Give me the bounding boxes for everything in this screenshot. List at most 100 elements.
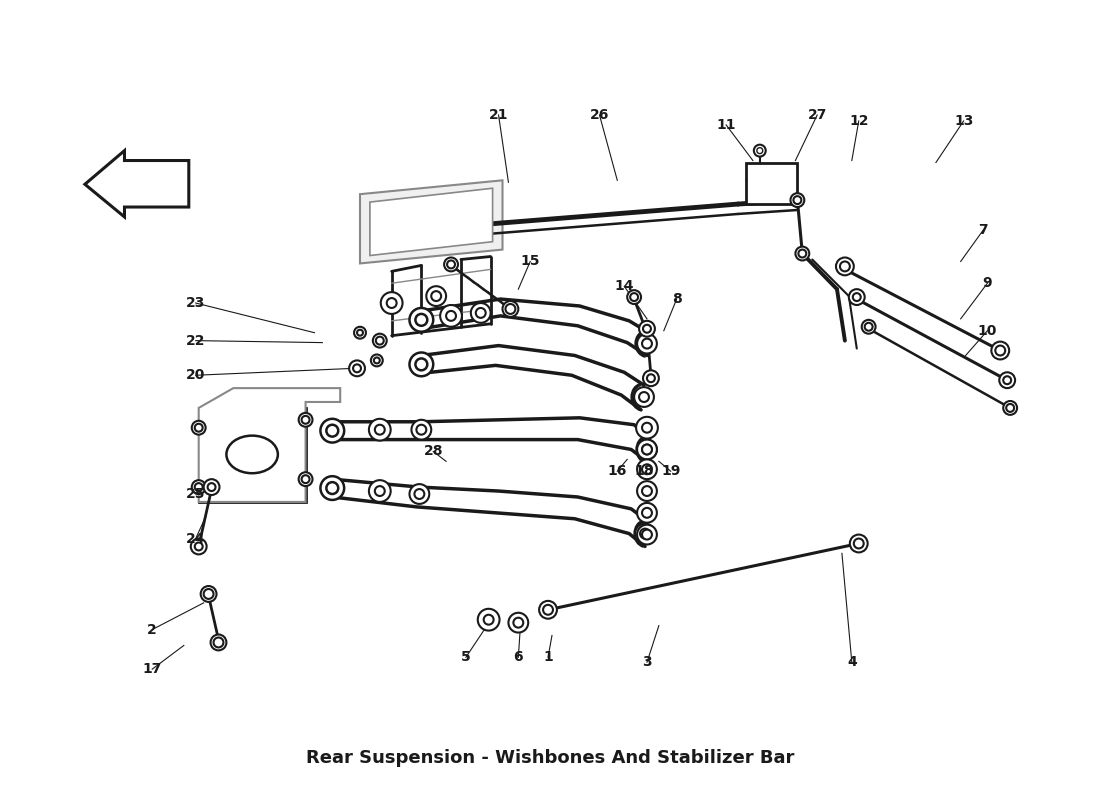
Circle shape <box>320 476 344 500</box>
Circle shape <box>195 542 202 550</box>
Text: 12: 12 <box>849 114 869 128</box>
Circle shape <box>754 145 766 157</box>
Circle shape <box>642 445 652 454</box>
Circle shape <box>637 334 657 354</box>
Circle shape <box>1003 376 1011 384</box>
Circle shape <box>368 480 390 502</box>
Polygon shape <box>199 388 340 502</box>
Circle shape <box>415 489 425 499</box>
Circle shape <box>642 508 652 518</box>
Circle shape <box>647 374 654 382</box>
Text: 14: 14 <box>615 279 634 293</box>
Circle shape <box>637 525 657 545</box>
Circle shape <box>506 304 516 314</box>
Circle shape <box>298 472 312 486</box>
Circle shape <box>1003 401 1018 415</box>
Circle shape <box>195 483 202 491</box>
Text: 7: 7 <box>979 222 988 237</box>
Circle shape <box>836 258 854 275</box>
Circle shape <box>508 613 528 633</box>
Circle shape <box>543 605 553 614</box>
Text: 15: 15 <box>520 254 540 269</box>
Circle shape <box>627 290 641 304</box>
Circle shape <box>854 538 864 549</box>
Text: 6: 6 <box>514 650 524 664</box>
Circle shape <box>637 481 657 501</box>
Circle shape <box>349 361 365 376</box>
Circle shape <box>210 634 227 650</box>
Text: 1: 1 <box>543 650 553 664</box>
Circle shape <box>637 503 657 522</box>
Circle shape <box>195 424 202 432</box>
Circle shape <box>644 370 659 386</box>
Ellipse shape <box>227 436 278 474</box>
Text: 22: 22 <box>186 334 206 348</box>
Bar <box>199 408 306 502</box>
Circle shape <box>427 286 447 306</box>
Text: 24: 24 <box>186 531 206 546</box>
Circle shape <box>630 293 638 301</box>
Circle shape <box>353 364 361 372</box>
Circle shape <box>639 321 654 337</box>
Circle shape <box>637 439 657 459</box>
Circle shape <box>865 323 872 330</box>
Circle shape <box>793 196 802 204</box>
Circle shape <box>999 372 1015 388</box>
Circle shape <box>447 311 456 321</box>
Circle shape <box>440 305 462 326</box>
Circle shape <box>861 320 876 334</box>
Circle shape <box>409 308 433 332</box>
Text: Rear Suspension - Wishbones And Stabilizer Bar: Rear Suspension - Wishbones And Stabiliz… <box>306 750 794 767</box>
Polygon shape <box>85 150 189 217</box>
Circle shape <box>795 246 810 261</box>
Circle shape <box>757 148 762 154</box>
Circle shape <box>840 262 850 271</box>
Circle shape <box>484 614 494 625</box>
Text: 23: 23 <box>186 296 206 310</box>
Circle shape <box>301 416 309 424</box>
Circle shape <box>849 289 865 305</box>
Circle shape <box>191 421 206 434</box>
Text: 25: 25 <box>186 487 206 501</box>
Circle shape <box>368 419 390 441</box>
Text: 28: 28 <box>424 445 443 458</box>
Circle shape <box>204 479 220 495</box>
Polygon shape <box>370 188 493 255</box>
Bar <box>746 162 798 204</box>
Text: 13: 13 <box>954 114 974 128</box>
Circle shape <box>634 387 653 407</box>
Circle shape <box>444 258 458 271</box>
Circle shape <box>417 425 427 434</box>
Text: 21: 21 <box>488 108 508 122</box>
Circle shape <box>381 292 403 314</box>
Circle shape <box>447 261 455 268</box>
Circle shape <box>208 483 216 491</box>
Circle shape <box>636 417 658 438</box>
Circle shape <box>358 330 363 336</box>
Circle shape <box>799 250 806 258</box>
Text: 2: 2 <box>147 622 157 637</box>
Text: 10: 10 <box>978 324 997 338</box>
Text: 3: 3 <box>642 655 652 670</box>
Text: 18: 18 <box>635 464 653 478</box>
Circle shape <box>200 586 217 602</box>
Circle shape <box>320 419 344 442</box>
Circle shape <box>635 524 654 543</box>
Text: 8: 8 <box>672 292 682 306</box>
Circle shape <box>642 338 652 349</box>
Circle shape <box>409 484 429 504</box>
Circle shape <box>416 314 427 326</box>
Text: 16: 16 <box>607 464 627 478</box>
Text: 26: 26 <box>590 108 609 122</box>
Text: 27: 27 <box>807 108 827 122</box>
Circle shape <box>640 529 650 538</box>
Circle shape <box>1006 404 1014 412</box>
Circle shape <box>431 291 441 301</box>
Circle shape <box>850 534 868 552</box>
Text: 20: 20 <box>186 368 206 382</box>
Circle shape <box>213 638 223 647</box>
Circle shape <box>375 486 385 496</box>
Circle shape <box>539 601 557 618</box>
Circle shape <box>327 425 338 437</box>
Text: 5: 5 <box>461 650 471 664</box>
